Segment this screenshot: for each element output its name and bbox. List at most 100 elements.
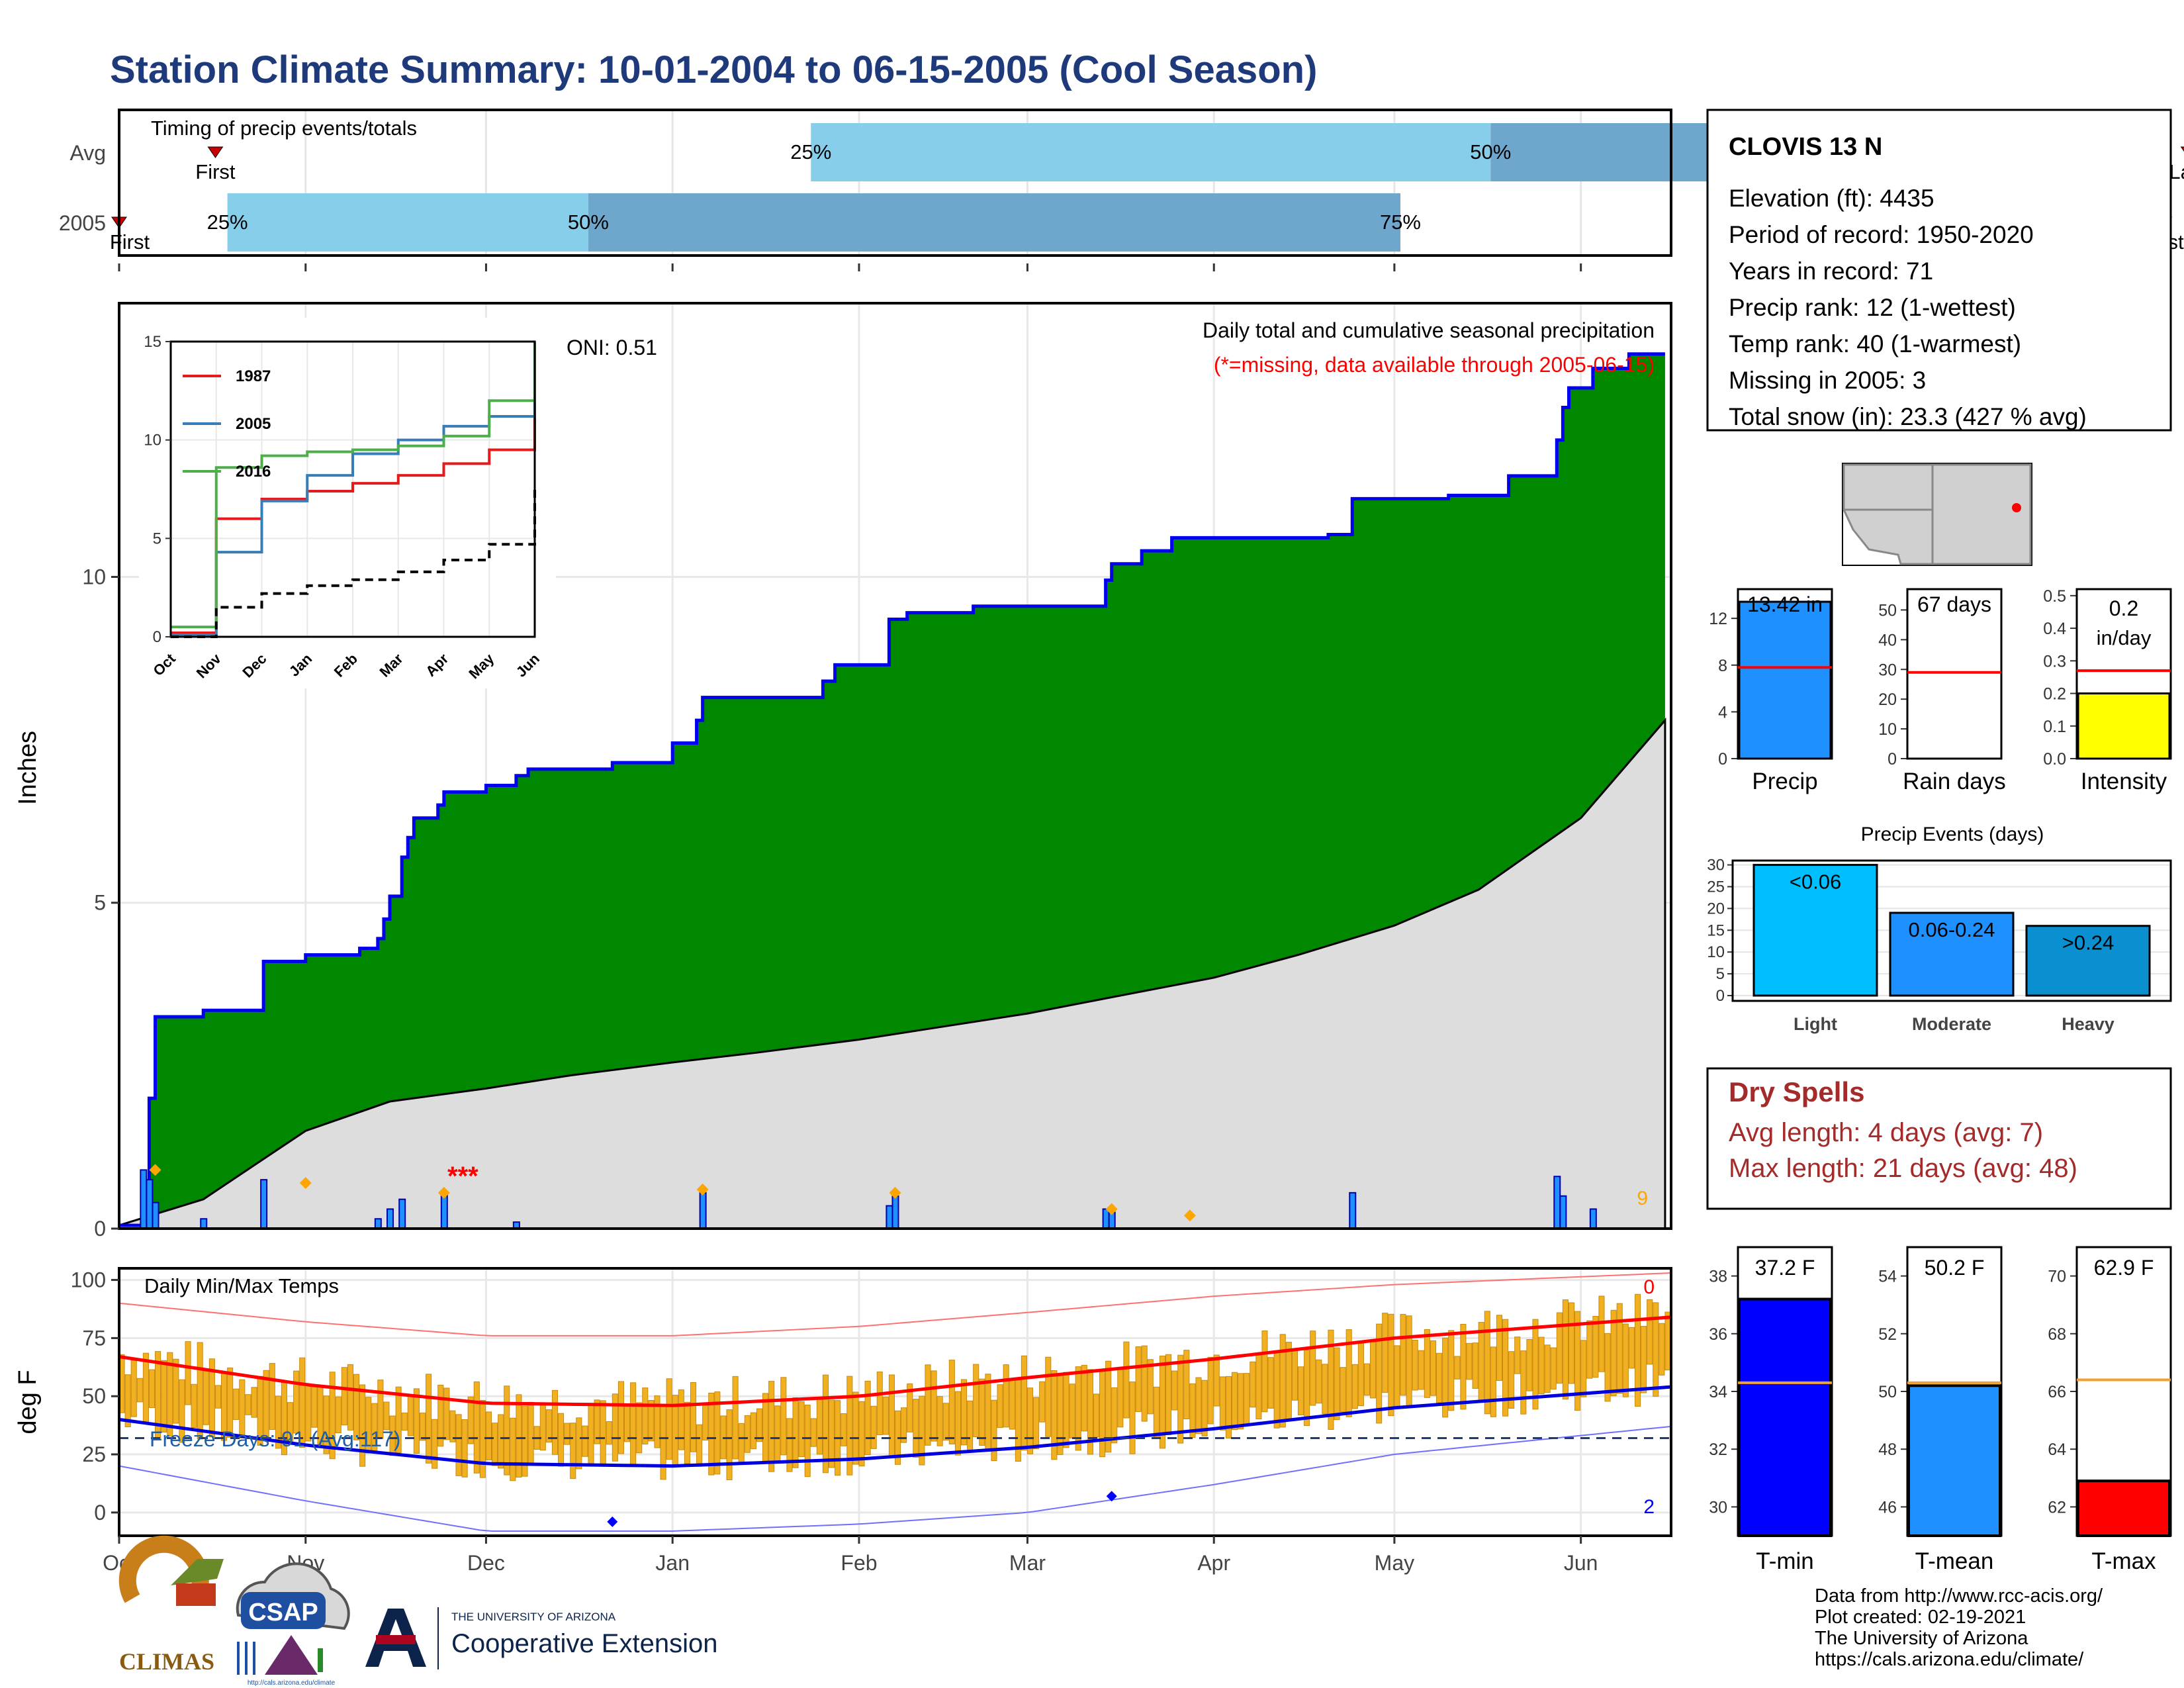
- tbar-ytick-label: 64: [2048, 1440, 2066, 1459]
- station-location-marker: [2012, 503, 2021, 512]
- credit-line-3: The University of Arizona: [1815, 1628, 2028, 1649]
- daily-temp-range-bar: [642, 1387, 649, 1444]
- daily-temp-range-bar: [1568, 1302, 1575, 1384]
- daily-temp-range-bar: [1520, 1350, 1527, 1415]
- daily-temp-range-bar: [1255, 1353, 1262, 1420]
- temp-title: Daily Min/Max Temps: [144, 1274, 339, 1297]
- daily-temp-range-bar: [1045, 1356, 1052, 1437]
- daily-temp-range-bar: [395, 1386, 402, 1453]
- daily-temp-range-bar: [1340, 1367, 1346, 1413]
- daily-temp-range-bar: [335, 1396, 341, 1433]
- inset-legend-label: 2016: [236, 463, 271, 481]
- daily-temp-range-bar: [185, 1341, 191, 1405]
- mini-ytick-label: 0.2: [2043, 685, 2066, 704]
- mini-ytick-label: 40: [1878, 631, 1897, 649]
- daily-temp-range-bar: [1418, 1350, 1424, 1390]
- month-tick-label: Dec: [467, 1551, 505, 1575]
- tbar-value-label: 50.2 F: [1925, 1256, 1985, 1280]
- daily-temp-range-bar: [997, 1384, 1003, 1429]
- daily-temp-range-bar: [401, 1413, 408, 1431]
- mini-bar-label: Precip: [1752, 769, 1817, 794]
- daily-temp-range-bar: [197, 1342, 203, 1440]
- temp-ytick-label: 100: [71, 1268, 106, 1292]
- daily-precip-bar: [374, 1218, 382, 1230]
- inset-ytick-label: 15: [144, 333, 161, 351]
- daily-temp-range-bar: [239, 1379, 246, 1438]
- daily-temp-range-bar: [1664, 1311, 1671, 1371]
- daily-temp-range-bar: [1244, 1373, 1250, 1425]
- daily-temp-range-bar: [1562, 1299, 1569, 1400]
- daily-temp-range-bar: [1105, 1360, 1112, 1453]
- daily-temp-range-bar: [1273, 1350, 1280, 1429]
- ua-small-text: THE UNIVERSITY OF ARIZONA: [451, 1611, 616, 1623]
- cumulative-precip-line: [119, 352, 1665, 1227]
- average-cumulative-area: [118, 718, 1666, 1230]
- events-ytick-label: 5: [1716, 965, 1725, 983]
- daily-temp-range-bar: [1400, 1313, 1406, 1396]
- daily-temp-range-bar: [359, 1384, 366, 1467]
- daily-temp-range-bar: [1659, 1323, 1665, 1376]
- station-name: CLOVIS 13 N: [1729, 133, 1882, 161]
- daily-temp-range-bar: [1460, 1323, 1467, 1410]
- precip-note: Daily total and cumulative seasonal prec…: [1203, 318, 1655, 342]
- daily-temp-range-bar: [1231, 1372, 1238, 1430]
- snow-event-marker: [1105, 1203, 1118, 1215]
- mini-bar-intensity: [2077, 692, 2171, 760]
- daily-temp-range-bar: [979, 1378, 985, 1446]
- daily-temp-range-bar: [1009, 1379, 1015, 1430]
- page-title: Station Climate Summary: 10-01-2004 to 0…: [110, 48, 1317, 91]
- daily-temp-range-bar: [1063, 1372, 1069, 1448]
- daily-temp-range-bar: [804, 1405, 811, 1477]
- daily-temp-range-bar: [1033, 1397, 1040, 1450]
- timing-p25-label: 25%: [207, 211, 248, 234]
- daily-temp-range-bar: [570, 1423, 576, 1479]
- daily-temp-range-bar: [750, 1412, 756, 1450]
- mini-ytick-label: 10: [1878, 720, 1897, 739]
- dry-spells-box: Dry Spells Avg length: 4 days (avg: 7) M…: [1706, 1067, 2172, 1210]
- month-tick-label: Jun: [1564, 1551, 1598, 1575]
- csap-logo: CSAP http://cals.arizona.edu/climate: [236, 1562, 350, 1687]
- daily-temp-range-bar: [251, 1387, 257, 1418]
- avg-min-line: [118, 1385, 1672, 1468]
- daily-temp-range-bar: [1026, 1387, 1034, 1454]
- events-ytick-label: 25: [1707, 878, 1725, 896]
- daily-temp-range-bar: [1279, 1334, 1286, 1428]
- daily-temp-range-bar: [660, 1405, 666, 1480]
- inset-series-1987: [171, 351, 536, 635]
- daily-temp-range-bar: [726, 1409, 733, 1480]
- inset-series-average: [171, 487, 536, 638]
- station-info-box: CLOVIS 13 N Elevation (ft): 4435 Period o…: [1706, 109, 2172, 432]
- daily-temp-range-bar: [1622, 1323, 1629, 1397]
- daily-temp-range-bar: [1502, 1319, 1509, 1417]
- missing-note: (*=missing, data available through 2005-…: [1214, 353, 1655, 377]
- events-bar: [1752, 864, 1878, 997]
- timing-first-label: First: [195, 160, 236, 183]
- precip-panel: Inches 0 5 10 ONI: 0.51 Daily total and cu…: [14, 302, 1672, 1241]
- daily-temp-range-bar: [648, 1399, 655, 1442]
- daily-temp-range-bar: [1363, 1363, 1371, 1396]
- daily-temp-range-bar: [299, 1357, 306, 1448]
- temp-bottom-count: 2: [1643, 1496, 1655, 1518]
- inset-series-2016: [171, 342, 536, 629]
- timing-first-marker: [207, 146, 224, 158]
- daily-precip-bar: [398, 1198, 406, 1229]
- daily-temp-range-bar: [539, 1403, 546, 1451]
- daily-temp-range-bar: [1285, 1342, 1292, 1420]
- daily-temp-range-bar: [323, 1395, 330, 1454]
- daily-temp-range-bar: [684, 1401, 690, 1464]
- record-low-marker: [607, 1516, 618, 1527]
- daily-temp-range-bar: [1195, 1377, 1202, 1434]
- month-tick-label: Apr: [1197, 1551, 1230, 1575]
- daily-temp-range-bar: [1267, 1357, 1274, 1409]
- station-info-line: Years in record: 71: [1729, 258, 1933, 285]
- daily-temp-range-bar: [1556, 1312, 1563, 1384]
- daily-temp-range-bar: [455, 1414, 462, 1476]
- csap-logo-text: CSAP: [248, 1599, 318, 1626]
- daily-temp-range-bar: [1183, 1350, 1190, 1420]
- daily-temp-range-bar: [173, 1358, 179, 1424]
- month-tick-label: Feb: [841, 1551, 877, 1575]
- daily-temp-range-bar: [245, 1394, 251, 1415]
- daily-temp-range-bar: [347, 1364, 353, 1430]
- daily-temp-range-bar: [870, 1405, 877, 1449]
- daily-temp-range-bar: [473, 1381, 480, 1474]
